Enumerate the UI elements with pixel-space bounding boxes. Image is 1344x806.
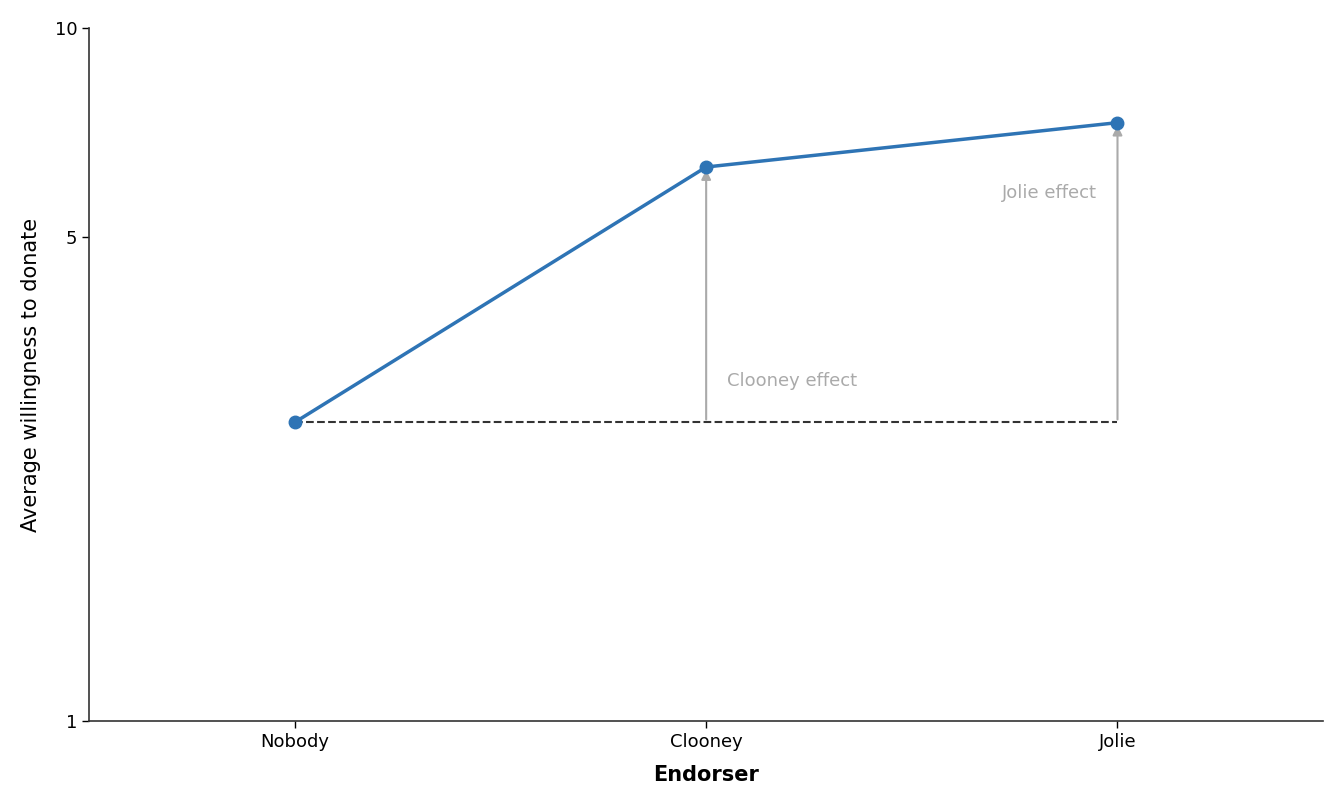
Y-axis label: Average willingness to donate: Average willingness to donate	[22, 218, 40, 532]
X-axis label: Endorser: Endorser	[653, 765, 759, 785]
Text: Clooney effect: Clooney effect	[727, 372, 857, 390]
Text: Jolie effect: Jolie effect	[1001, 185, 1097, 202]
